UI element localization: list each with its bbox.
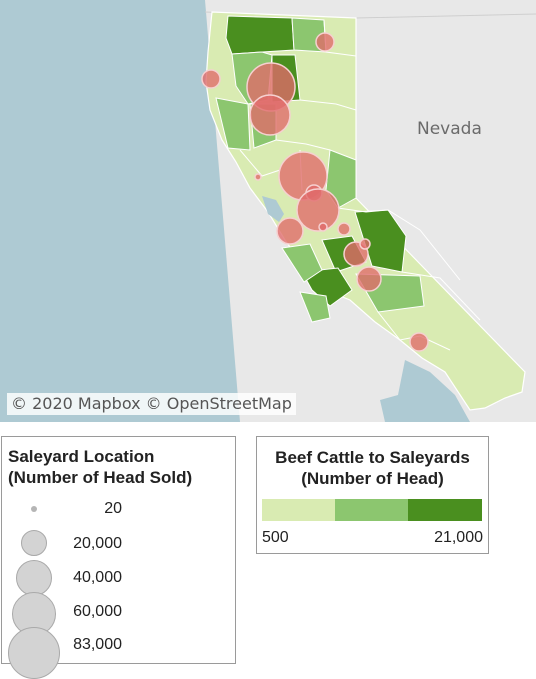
color-ramp-low xyxy=(262,499,335,521)
size-legend-title-line2: (Number of Head Sold) xyxy=(8,468,193,487)
color-ramp-high xyxy=(408,499,482,521)
saleyard-bubble xyxy=(318,222,328,232)
map-canvas xyxy=(0,0,536,422)
nevada-label: Nevada xyxy=(417,119,482,139)
saleyard-bubbles xyxy=(201,32,429,352)
color-ramp-mid xyxy=(335,499,408,521)
legend-bubble xyxy=(16,560,52,596)
legend-bubble xyxy=(8,627,60,679)
legend-bubble xyxy=(21,530,47,556)
county-mid xyxy=(299,291,331,323)
bay xyxy=(262,196,284,222)
county-mid xyxy=(325,149,357,209)
county-mid xyxy=(215,97,251,151)
legend-bubble xyxy=(31,506,37,512)
saleyard-bubble xyxy=(315,32,335,52)
color-legend-max: 21,000 xyxy=(434,529,483,546)
legend-size-label: 83,000 xyxy=(73,636,122,653)
color-legend-title: Beef Cattle to Saleyards (Number of Head… xyxy=(257,447,488,489)
county-high xyxy=(301,267,353,307)
saleyard-bubble xyxy=(201,69,221,89)
color-legend: Beef Cattle to Saleyards (Number of Head… xyxy=(256,436,489,554)
saleyard-bubble xyxy=(409,332,429,352)
size-legend: Saleyard Location (Number of Head Sold) … xyxy=(1,436,236,679)
color-legend-min: 500 xyxy=(262,529,289,546)
size-legend-title: Saleyard Location (Number of Head Sold) xyxy=(8,446,192,488)
county-high xyxy=(225,15,295,55)
saleyard-bubble xyxy=(296,188,340,232)
saleyard-bubble xyxy=(249,94,291,136)
size-legend-title-line1: Saleyard Location xyxy=(8,447,155,466)
saleyard-bubble xyxy=(254,173,262,181)
saleyard-bubble xyxy=(276,217,304,245)
color-legend-title-line1: Beef Cattle to Saleyards xyxy=(275,448,470,467)
saleyard-bubble xyxy=(359,238,371,250)
legend-size-label: 60,000 xyxy=(73,603,122,620)
county-mid xyxy=(281,243,323,283)
california-map[interactable]: Nevada © 2020 Mapbox © OpenStreetMap xyxy=(0,0,536,422)
color-legend-title-line2: (Number of Head) xyxy=(301,469,444,488)
saleyard-bubble xyxy=(356,266,382,292)
legend-size-label: 40,000 xyxy=(73,569,122,586)
legend-size-label: 20,000 xyxy=(73,535,122,552)
saleyard-bubble xyxy=(337,222,351,236)
legend-size-label: 20 xyxy=(104,500,122,517)
map-attribution[interactable]: © 2020 Mapbox © OpenStreetMap xyxy=(7,393,296,415)
